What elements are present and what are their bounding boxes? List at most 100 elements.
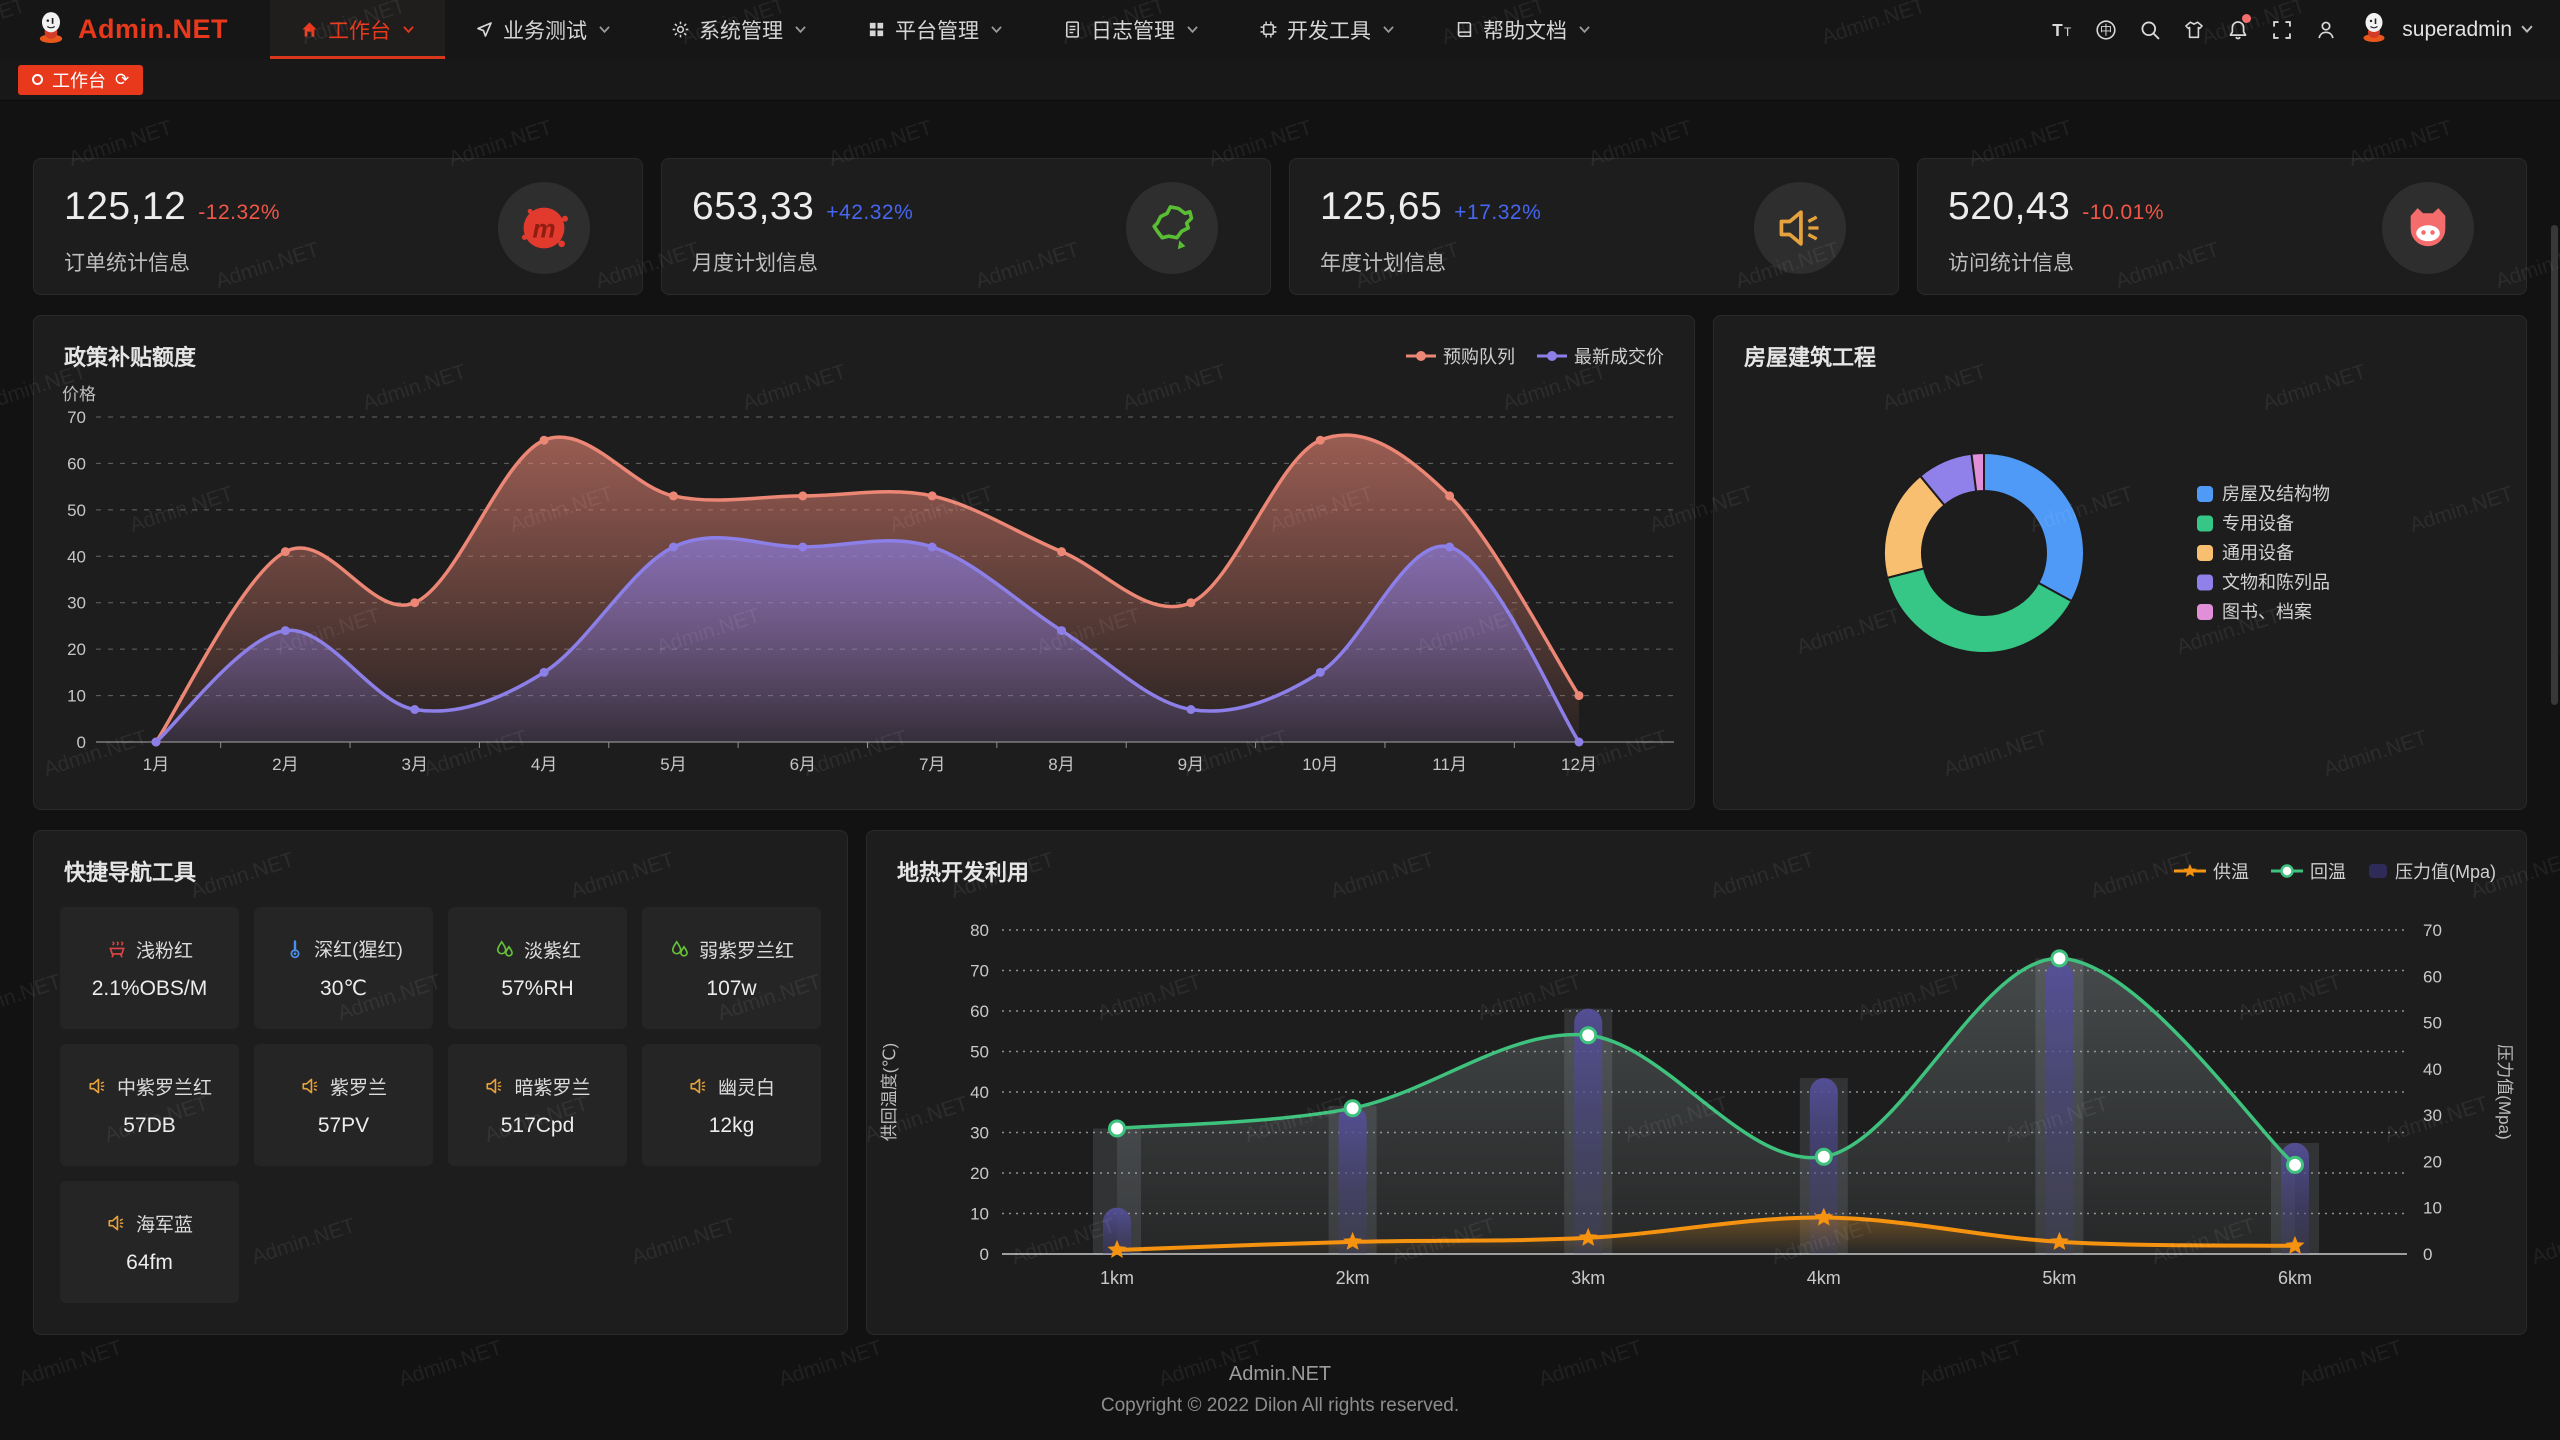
quick-nav-item-1[interactable]: 浅粉红 2.1%OBS/M (60, 907, 239, 1029)
home-icon (302, 22, 317, 37)
stat-label: 年度计划信息 (1320, 252, 1446, 275)
nav-item-1[interactable]: 工作台 (270, 0, 445, 59)
language-button[interactable]: 中 (2084, 0, 2128, 59)
svg-text:40: 40 (970, 1083, 989, 1102)
svg-text:7月: 7月 (919, 755, 945, 774)
bell-button[interactable] (2216, 0, 2260, 59)
tool-value: 107w (706, 976, 757, 1000)
nav-item-2[interactable]: 业务测试 (445, 0, 641, 59)
user-icon (2318, 21, 2334, 38)
pressure-bar-4km (1809, 1078, 1838, 1254)
legend-swatch-icon[interactable] (2197, 515, 2213, 532)
legend-swatch-icon[interactable] (2197, 574, 2213, 591)
main-content: 125,12 -12.32% 订单统计信息 m 653,33 +42.32% 月度… (0, 101, 2560, 1440)
legend-swatch-icon[interactable] (2197, 545, 2213, 561)
notification-badge (2242, 14, 2252, 23)
quick-nav-item-3[interactable]: 淡紫红 57%RH (448, 907, 627, 1029)
svg-text:6km: 6km (2278, 1268, 2312, 1288)
svg-text:5km: 5km (2042, 1268, 2076, 1288)
pie-slice-房屋及结构物[interactable] (1983, 451, 2085, 603)
user-menu[interactable]: superadmin (2402, 18, 2534, 42)
refresh-icon[interactable]: ⟳ (115, 69, 130, 89)
nav-item-label: 帮助文档 (1483, 19, 1567, 43)
svg-text:0: 0 (2423, 1245, 2432, 1264)
quick-nav-item-9[interactable]: 海军蓝 64fm (60, 1181, 239, 1303)
grid-icon (869, 22, 884, 37)
legend-swatch-icon[interactable] (2197, 486, 2213, 502)
svg-text:4月: 4月 (531, 755, 557, 774)
nav-item-6[interactable]: 开发工具 (1229, 0, 1425, 59)
svg-text:T: T (2064, 25, 2072, 39)
svg-text:1km: 1km (1100, 1268, 1134, 1288)
building-pie-panel: 房屋建筑工程 房屋及结构物 专用设备 通用设备 文物和陈列品 图书、档案 (1713, 315, 2527, 810)
pie-slice-专用设备[interactable] (1885, 567, 2073, 654)
legend-item-回温[interactable]: 回温 (2270, 858, 2346, 884)
speaker-small-icon (108, 1215, 124, 1231)
svg-text:50: 50 (67, 501, 86, 520)
stat-value: 520,43 (1948, 185, 2071, 228)
tool-value: 57%RH (501, 976, 574, 1000)
user-avatar[interactable] (2356, 12, 2392, 48)
svg-text:4km: 4km (1807, 1268, 1841, 1288)
quick-nav-item-5[interactable]: 中紫罗兰红 57DB (60, 1044, 239, 1166)
fullscreen-button[interactable] (2260, 0, 2304, 59)
chevron-down-icon (2520, 18, 2534, 42)
footer-app-name: Admin.NET (1228, 1363, 1332, 1385)
pressure-bar-3km (1574, 1008, 1603, 1254)
search-icon (2141, 21, 2160, 40)
nav-item-7[interactable]: 帮助文档 (1425, 0, 1621, 59)
chevron-down-icon (403, 26, 414, 34)
supply-temp-line (1116, 1215, 2296, 1252)
quick-nav-item-8[interactable]: 幽灵白 12kg (642, 1044, 821, 1166)
user-button[interactable] (2304, 0, 2348, 59)
svg-text:70: 70 (2423, 921, 2442, 940)
tool-value: 2.1%OBS/M (91, 976, 208, 1000)
quick-nav-item-4[interactable]: 弱紫罗兰红 107w (642, 907, 821, 1029)
nav-item-3[interactable]: 系统管理 (641, 0, 837, 59)
legend-label: 供温 (2212, 862, 2249, 882)
quick-nav-item-2[interactable]: 深红(猩红) 30℃ (254, 907, 433, 1029)
quick-nav-item-7[interactable]: 暗紫罗兰 517Cpd (448, 1044, 627, 1166)
svg-text:70: 70 (970, 962, 989, 981)
drops-icon (496, 940, 513, 957)
tab-workbench[interactable]: 工作台 ⟳ (18, 64, 144, 95)
y-axis-name: 价格 (62, 385, 96, 404)
legend-item-压力值(Mpa)[interactable]: 压力值(Mpa) (2368, 858, 2496, 884)
nav-item-5[interactable]: 日志管理 (1033, 0, 1229, 59)
svg-text:T: T (2052, 21, 2063, 40)
svg-text:50: 50 (2423, 1014, 2442, 1033)
user-name: superadmin (2402, 17, 2512, 41)
series-line-预购队列 (154, 433, 1581, 743)
chevron-down-icon (795, 26, 806, 34)
legend-item-最新成交价[interactable]: 最新成交价 (1537, 343, 1664, 369)
right-axis-name: 压力值(Mpa) (2495, 1044, 2514, 1139)
legend-item-预购队列[interactable]: 预购队列 (1406, 343, 1515, 369)
quick-nav-item-6[interactable]: 紫罗兰 57PV (254, 1044, 433, 1166)
theme-icon (2185, 20, 2204, 38)
svg-text:20: 20 (67, 640, 86, 659)
nav-item-4[interactable]: 平台管理 (837, 0, 1033, 59)
legend-marker-icon (1406, 351, 1436, 361)
legend-swatch-icon[interactable] (2197, 604, 2213, 620)
scrollbar-thumb[interactable] (2551, 225, 2558, 705)
search-button[interactable] (2128, 0, 2172, 59)
stat-label: 访问统计信息 (1948, 252, 2074, 275)
tab-label: 工作台 (52, 70, 106, 91)
legend-bar-icon (2368, 864, 2387, 878)
pressure-bar-6km (2281, 1142, 2309, 1254)
legend-label-图书、档案: 图书、档案 (2222, 602, 2312, 622)
svg-text:0: 0 (77, 733, 86, 752)
brazier-icon (109, 941, 125, 958)
chevron-down-icon (1383, 26, 1394, 34)
legend-item-供温[interactable]: 供温 (2173, 858, 2249, 884)
legend-label: 回温 (2309, 862, 2346, 882)
stat-card-2: 653,33 +42.32% 月度计划信息 (661, 158, 1271, 295)
app-logo[interactable]: Admin.NET (0, 0, 270, 59)
pie-slice-图书、档案[interactable] (1970, 451, 1985, 493)
theme-button[interactable] (2172, 0, 2216, 59)
page-footer: Admin.NET Copyright © 2022 Dilon All rig… (0, 1363, 2560, 1417)
series-line-最新成交价 (154, 535, 1581, 744)
svg-text:70: 70 (67, 408, 86, 427)
tool-name: 中紫罗兰红 (116, 1077, 212, 1099)
